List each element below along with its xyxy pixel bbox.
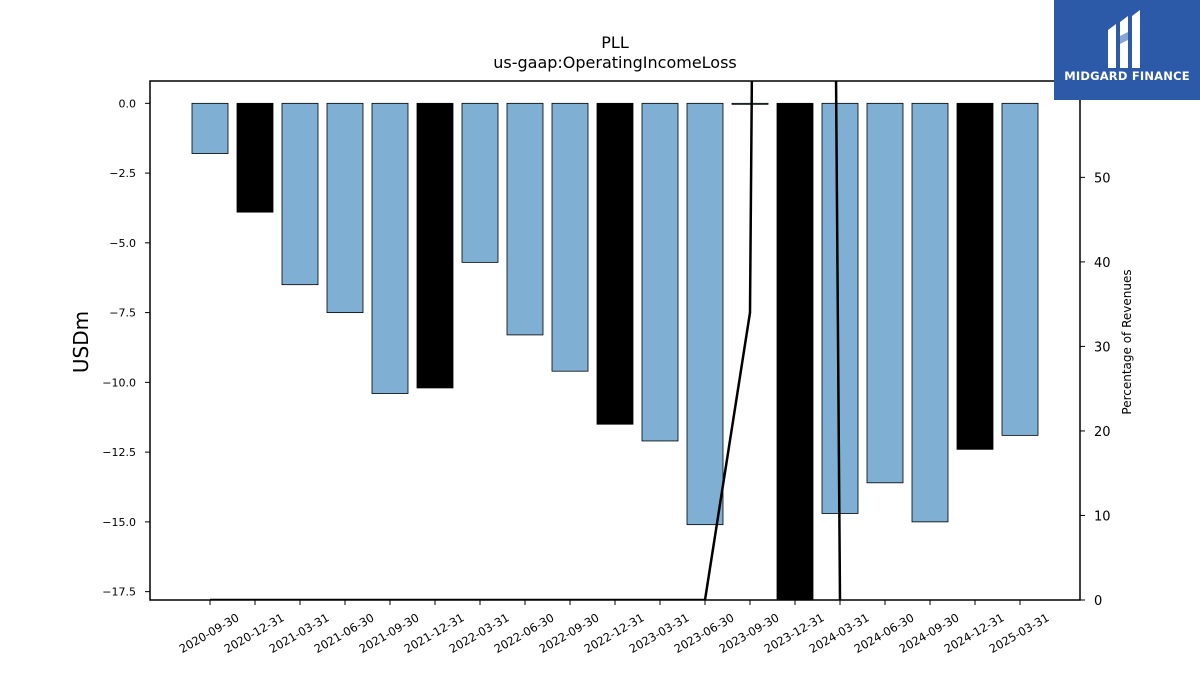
bar-2023-12-31 (776, 102, 814, 600)
y-tick-label: −2.5 (109, 167, 136, 180)
chart-title: PLL (601, 33, 629, 52)
chart-subtitle: us-gaap:OperatingIncomeLoss (493, 53, 737, 72)
brand-logo: MIDGARD FINANCE (1054, 0, 1200, 100)
y2-tick-label: 0 (1094, 594, 1102, 609)
bar-2023-03-31 (641, 102, 679, 442)
y-axis-right: 0 10 20 30 40 50 (1080, 171, 1111, 609)
bar-2023-09-30 (731, 102, 769, 105)
bar-2024-06-30 (866, 102, 904, 484)
bar-2021-09-30 (371, 102, 409, 394)
y-tick-label: −10.0 (102, 376, 136, 389)
y-tick-label: −5.0 (109, 237, 136, 250)
bar-2020-09-30 (191, 102, 229, 154)
x-axis: 2020-09-302020-12-312021-03-312021-06-30… (177, 600, 1052, 656)
y2-tick-label: 30 (1094, 340, 1111, 355)
bar-2022-09-30 (551, 102, 589, 372)
y-tick-label: −15.0 (102, 516, 136, 529)
y2-tick-label: 40 (1094, 256, 1111, 271)
bar-2021-12-31 (416, 102, 454, 389)
bar-2022-03-31 (461, 102, 499, 263)
y-axis-left: 0.0 −2.5 −5.0 −7.5 −10.0 −12.5 −15.0 −17.5 (102, 97, 150, 599)
bars-group (191, 102, 1039, 600)
bar-2021-03-31 (281, 102, 319, 286)
y2-tick-label: 10 (1094, 509, 1111, 524)
y2-axis-label: Percentage of Revenues (1120, 269, 1134, 414)
y-tick-label: −17.5 (102, 586, 136, 599)
logo-text: MIDGARD FINANCE (1064, 69, 1190, 83)
bar-2024-09-30 (911, 102, 949, 523)
y-axis-label: USDm (69, 311, 93, 373)
percentage-line (210, 81, 842, 600)
bar-2022-06-30 (506, 102, 544, 336)
y2-tick-label: 20 (1094, 425, 1111, 440)
y2-tick-label: 50 (1094, 171, 1111, 186)
bar-2025-03-31 (1001, 102, 1039, 436)
bar-2021-06-30 (326, 102, 364, 313)
y-tick-label: −12.5 (102, 446, 136, 459)
bar-2023-06-30 (686, 102, 724, 526)
bar-2022-12-31 (596, 102, 634, 425)
y-tick-label: −7.5 (109, 307, 136, 320)
y-tick-label: 0.0 (119, 97, 137, 110)
bar-2024-12-31 (956, 102, 994, 450)
midgard-logo-icon (1108, 10, 1140, 68)
bar-2020-12-31 (236, 102, 274, 213)
percentage-line-group (210, 81, 842, 600)
